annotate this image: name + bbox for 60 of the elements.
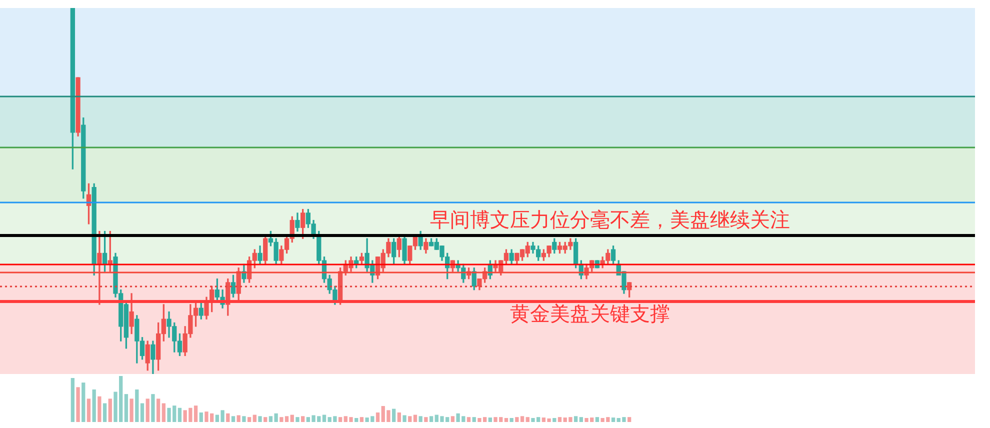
bar bbox=[82, 382, 86, 422]
bar bbox=[124, 394, 128, 422]
bar bbox=[376, 412, 380, 422]
bar bbox=[290, 414, 294, 422]
bar bbox=[92, 389, 96, 422]
bar bbox=[354, 418, 358, 422]
bar bbox=[429, 416, 434, 422]
bar bbox=[108, 398, 112, 422]
bar bbox=[466, 417, 471, 422]
bar bbox=[574, 416, 578, 422]
bar bbox=[146, 398, 150, 422]
bar bbox=[424, 417, 428, 422]
bar bbox=[552, 418, 556, 422]
bar bbox=[296, 417, 300, 422]
bar bbox=[392, 408, 396, 422]
bar bbox=[70, 378, 75, 422]
bar bbox=[98, 396, 102, 422]
bar bbox=[558, 417, 562, 422]
bar bbox=[258, 416, 262, 422]
bar bbox=[162, 403, 166, 422]
bar bbox=[301, 416, 305, 422]
bar bbox=[140, 403, 144, 422]
bar bbox=[322, 414, 326, 422]
bar bbox=[247, 417, 252, 422]
bar bbox=[397, 412, 401, 422]
bar bbox=[418, 416, 422, 422]
bar bbox=[252, 414, 256, 422]
bar bbox=[338, 417, 342, 422]
bar bbox=[595, 417, 600, 422]
bar bbox=[402, 415, 406, 422]
bar bbox=[199, 412, 203, 422]
bar bbox=[236, 415, 240, 422]
bar bbox=[284, 416, 289, 422]
bar bbox=[450, 416, 455, 422]
bar bbox=[472, 417, 476, 422]
ref-line-label: 黄金美盘关键支撑 bbox=[510, 302, 670, 326]
bar bbox=[130, 398, 134, 422]
bar bbox=[135, 389, 139, 422]
bar bbox=[526, 417, 530, 422]
bar bbox=[156, 398, 160, 422]
bar bbox=[86, 398, 91, 422]
bar bbox=[102, 403, 107, 422]
bar bbox=[579, 417, 583, 422]
bar bbox=[488, 418, 492, 422]
bar bbox=[242, 416, 246, 422]
bar bbox=[231, 416, 236, 422]
bar bbox=[178, 408, 182, 422]
ref-line-label: 早间博文压力位分毫不差，美盘继续关注 bbox=[430, 208, 790, 232]
bar bbox=[226, 413, 230, 422]
bar bbox=[264, 417, 268, 422]
bar bbox=[413, 414, 418, 422]
bar bbox=[510, 418, 514, 422]
bar bbox=[280, 417, 284, 422]
bar bbox=[504, 418, 508, 422]
bar bbox=[408, 416, 412, 422]
bar bbox=[76, 387, 80, 422]
bar bbox=[151, 394, 155, 422]
bar bbox=[627, 417, 632, 422]
bar bbox=[360, 417, 364, 422]
bar bbox=[611, 418, 616, 422]
